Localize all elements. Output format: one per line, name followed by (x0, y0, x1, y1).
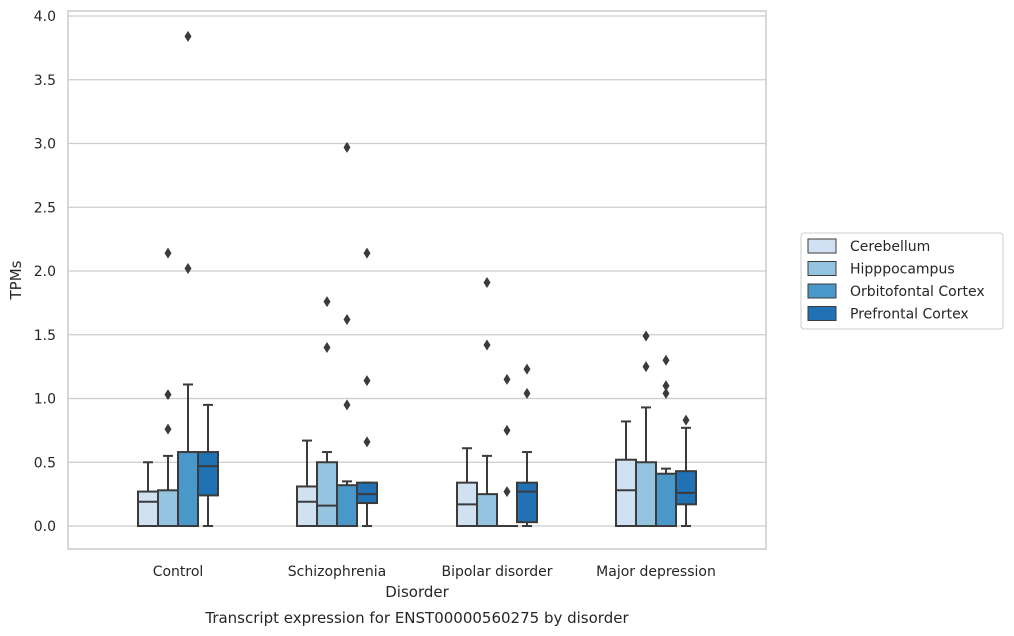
legend-label: Hipppocampus (850, 262, 955, 278)
outlier-point (164, 389, 172, 401)
box (137, 490, 159, 528)
box-group (197, 403, 219, 527)
outlier-point (343, 313, 351, 325)
legend-swatch (807, 238, 837, 254)
y-tick-labels: 0.0 0.5 1.0 1.5 2.0 2.5 3.0 3.5 4.0 (34, 9, 56, 535)
plot-frame (67, 10, 767, 550)
box (476, 493, 498, 527)
outlier-point (363, 375, 371, 387)
box (197, 451, 219, 497)
box (615, 458, 637, 528)
y-tick-label: 3.0 (34, 137, 56, 153)
outlier-point (523, 363, 531, 375)
outlier-point (662, 387, 670, 399)
outlier-point (323, 296, 331, 308)
box (157, 489, 179, 527)
box (296, 485, 318, 528)
outlier-point (682, 414, 690, 426)
box-group (496, 373, 518, 528)
y-tick-label: 4.0 (34, 9, 56, 25)
chart-caption: Transcript expression for ENST0000056027… (204, 609, 629, 627)
outlier-point (164, 423, 172, 435)
y-tick-label: 2.0 (34, 264, 56, 280)
box-group (157, 247, 179, 527)
box (177, 451, 199, 527)
box-group (516, 363, 538, 527)
outlier-point (184, 30, 192, 42)
outlier-point (503, 373, 511, 385)
x-tick-labels: Control Schizophrenia Bipolar disorder Majo… (153, 564, 716, 580)
box-group (476, 276, 498, 527)
box (655, 472, 677, 528)
box-group (316, 296, 338, 527)
x-tick-label: Bipolar disorder (441, 564, 552, 580)
outlier-point (503, 424, 511, 436)
y-axis-label: TPMs (7, 260, 25, 300)
outlier-point (503, 486, 511, 498)
box (356, 481, 378, 505)
outlier-point (483, 276, 491, 288)
y-tick-label: 0.0 (34, 519, 56, 535)
outlier-point (323, 342, 331, 353)
legend: Cerebellum Hipppocampus Orbitofontal Corte… (800, 232, 1004, 330)
box-group (456, 447, 478, 527)
x-tick-label: Major depression (596, 564, 716, 580)
box (336, 484, 358, 528)
box-group (336, 141, 358, 528)
outlier-point (363, 436, 371, 448)
y-tick-label: 2.5 (34, 200, 56, 216)
legend-swatch (807, 306, 837, 321)
outlier-point (523, 387, 531, 399)
outlier-point (483, 339, 491, 351)
x-axis-label: Disorder (385, 583, 449, 601)
outlier-point (184, 262, 192, 274)
legend-label: Orbitofontal Cortex (850, 284, 985, 300)
outlier-point (164, 247, 172, 259)
box (635, 461, 657, 527)
legend-swatch (807, 283, 837, 299)
y-tick-label: 1.5 (34, 328, 56, 344)
outlier-point (363, 247, 371, 259)
y-tick-label: 0.5 (34, 455, 56, 471)
legend-swatch (807, 261, 837, 276)
box-group (137, 461, 159, 528)
legend-label: Prefrontal Cortex (850, 307, 969, 323)
box-group (655, 354, 677, 528)
legend-frame (800, 232, 1004, 330)
x-tick-label: Schizophrenia (288, 564, 386, 580)
outlier-point (343, 399, 351, 411)
box-group (675, 414, 697, 527)
y-tick-label: 3.5 (34, 73, 56, 89)
legend-label: Cerebellum (850, 239, 930, 255)
x-tick-label: Control (153, 564, 204, 580)
box (675, 470, 697, 506)
box (316, 461, 338, 527)
outlier-point (642, 330, 650, 342)
box-group (356, 247, 378, 527)
outlier-point (642, 361, 650, 373)
outlier-point (343, 141, 351, 153)
box-series (137, 30, 697, 528)
outlier-point (662, 380, 670, 392)
outlier-point (662, 354, 670, 366)
box (516, 481, 538, 524)
y-tick-label: 1.0 (34, 392, 56, 408)
